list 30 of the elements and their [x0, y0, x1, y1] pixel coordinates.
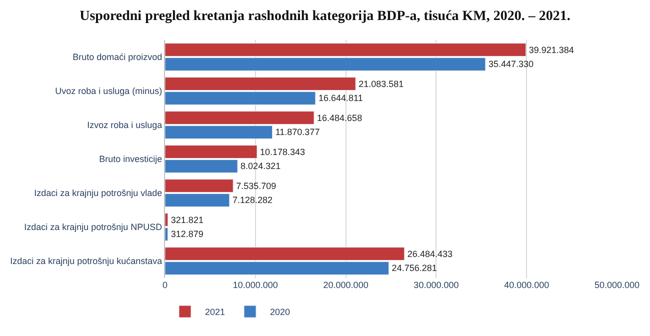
y-tick-label: Uvoz roba i usluga (minus) [55, 86, 162, 96]
data-label: 11.870.377 [275, 127, 320, 138]
data-label: 7.535.709 [236, 180, 276, 191]
chart-title: Usporedni pregled kretanja rashodnih kategorija BDP-a, tisuća KM, 2020. – 2021. [80, 8, 570, 24]
legend-label: 2021 [205, 307, 226, 318]
x-tick-label: 50.000.000 [594, 280, 640, 290]
data-label: 10.178.343 [260, 146, 306, 157]
x-tick-label: 0 [162, 280, 168, 290]
legend-label: 2020 [270, 307, 290, 318]
y-tick-label: Izdaci za krajnju potrošnju kućanstava [10, 256, 162, 266]
x-tick-label: 20.000.000 [323, 280, 368, 290]
y-tick-label: Bruto investicije [99, 154, 162, 164]
data-label: 312.879 [170, 229, 204, 240]
data-label: 35.447.330 [488, 59, 534, 70]
y-tick-label: Bruto domaći proizvod [72, 52, 162, 62]
data-label: 7.128.282 [232, 195, 272, 206]
data-label: 8.024.321 [240, 161, 281, 172]
x-tick-label: 10.000.000 [232, 280, 278, 290]
x-tick-label: 30.000.000 [414, 280, 459, 290]
data-label: 26.484.433 [407, 248, 452, 259]
data-label: 39.921.384 [528, 44, 574, 55]
data-label: 16.484.658 [317, 112, 362, 123]
x-tick-label: 40.000.000 [504, 280, 550, 290]
y-tick-label: Izdaci za krajnju potrošnju vlade [34, 188, 162, 198]
y-tick-label: Izdaci za krajnju potrošnju NPUSD [24, 222, 163, 232]
y-tick-label: Izvoz roba i usluga [87, 120, 162, 130]
data-label: 24.756.281 [392, 263, 437, 274]
data-label: 21.083.581 [358, 78, 404, 89]
data-label: 321.821 [170, 214, 204, 225]
data-label: 16.644.811 [318, 93, 363, 104]
